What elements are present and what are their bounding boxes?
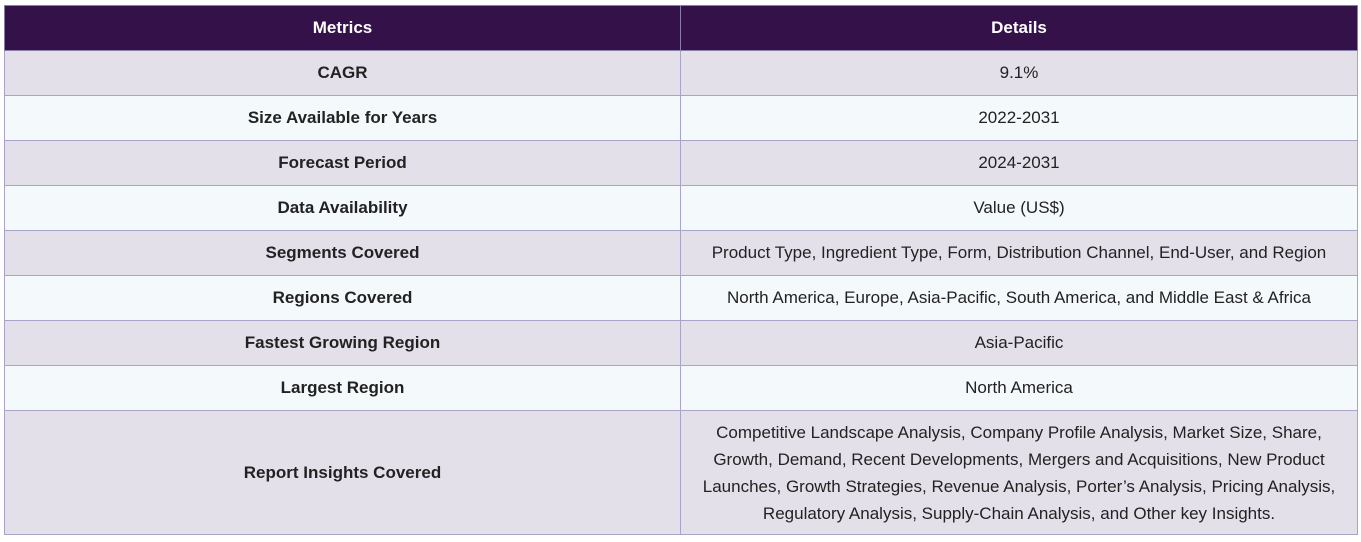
table-row: Data Availability Value (US$) <box>4 185 1358 231</box>
metric-cell: CAGR <box>4 50 681 96</box>
metric-cell: Fastest Growing Region <box>4 320 681 366</box>
table-row: Regions Covered North America, Europe, A… <box>4 275 1358 321</box>
table-row: Forecast Period 2024-2031 <box>4 140 1358 186</box>
table-row: Fastest Growing Region Asia-Pacific <box>4 320 1358 366</box>
table-row: Report Insights Covered Competitive Land… <box>4 410 1358 535</box>
metric-cell: Regions Covered <box>4 275 681 321</box>
details-cell: North America <box>680 365 1358 411</box>
details-cell: 2022-2031 <box>680 95 1358 141</box>
header-details: Details <box>680 5 1358 51</box>
details-cell: Value (US$) <box>680 185 1358 231</box>
details-cell: Product Type, Ingredient Type, Form, Dis… <box>680 230 1358 276</box>
header-metrics: Metrics <box>4 5 681 51</box>
metric-cell: Report Insights Covered <box>4 410 681 535</box>
details-cell: 2024-2031 <box>680 140 1358 186</box>
metric-cell: Size Available for Years <box>4 95 681 141</box>
report-metrics-table: Metrics Details CAGR 9.1% Size Available… <box>4 5 1358 535</box>
details-cell: Asia-Pacific <box>680 320 1358 366</box>
metric-cell: Data Availability <box>4 185 681 231</box>
table-row: Segments Covered Product Type, Ingredien… <box>4 230 1358 276</box>
metric-cell: Segments Covered <box>4 230 681 276</box>
table-row: Largest Region North America <box>4 365 1358 411</box>
table-row: Size Available for Years 2022-2031 <box>4 95 1358 141</box>
table-row: CAGR 9.1% <box>4 50 1358 96</box>
details-cell: Competitive Landscape Analysis, Company … <box>680 410 1358 535</box>
report-metrics-table-container: Metrics Details CAGR 9.1% Size Available… <box>4 5 1358 535</box>
details-cell: 9.1% <box>680 50 1358 96</box>
metric-cell: Largest Region <box>4 365 681 411</box>
table-header-row: Metrics Details <box>4 5 1358 51</box>
metric-cell: Forecast Period <box>4 140 681 186</box>
details-cell: North America, Europe, Asia-Pacific, Sou… <box>680 275 1358 321</box>
